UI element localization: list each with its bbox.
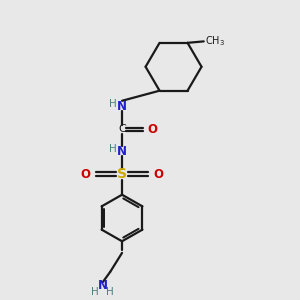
- Text: O: O: [81, 168, 91, 181]
- Text: S: S: [117, 167, 127, 182]
- Text: H: H: [109, 144, 116, 154]
- Text: O: O: [147, 123, 157, 136]
- Text: CH$_3$: CH$_3$: [205, 34, 225, 48]
- Text: O: O: [153, 168, 163, 181]
- Text: H: H: [106, 287, 114, 297]
- Text: N: N: [117, 145, 127, 158]
- Text: C: C: [118, 124, 126, 134]
- Text: H: H: [109, 99, 116, 109]
- Text: N: N: [117, 100, 127, 112]
- Text: H: H: [91, 287, 99, 297]
- Text: N: N: [98, 279, 108, 292]
